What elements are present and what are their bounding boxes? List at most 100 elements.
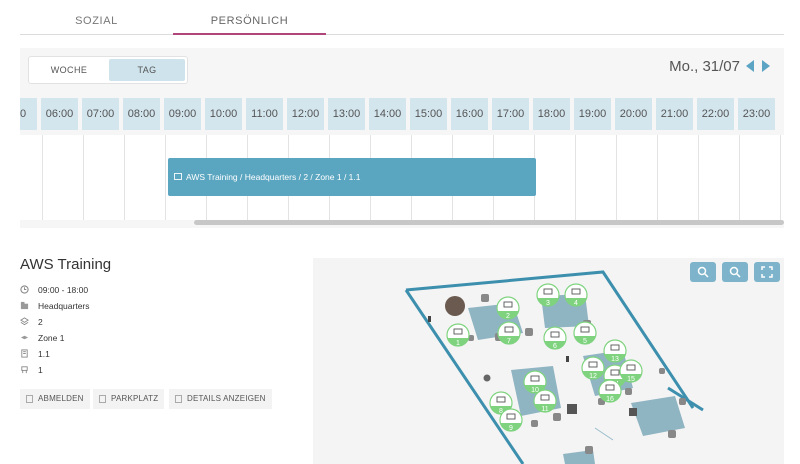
hour-label: 18:00 <box>533 98 570 130</box>
desk-seat[interactable]: 7 <box>497 321 521 345</box>
hour-gridline <box>83 135 84 220</box>
desk-value: 1.1 <box>38 349 50 359</box>
building-value: Headquarters <box>38 301 90 311</box>
laptop-icon <box>506 413 516 420</box>
desk-number: 2 <box>506 313 510 320</box>
desk-seat[interactable]: 4 <box>564 283 588 307</box>
desk-number: 16 <box>606 396 614 403</box>
hour-label: 13:00 <box>328 98 365 130</box>
laptop-icon <box>503 301 513 308</box>
tab-sozial[interactable]: SOZIAL <box>75 15 118 27</box>
floor-plan: 12345678910111213141516 <box>404 270 704 464</box>
day-view-button[interactable]: TAG <box>109 59 185 81</box>
desk-seat[interactable]: 12 <box>581 356 605 380</box>
trash-icon <box>26 395 33 403</box>
desk-number: 13 <box>611 356 619 363</box>
timeline-scrollbar[interactable] <box>194 220 784 225</box>
hour-gridline <box>698 135 699 220</box>
cancel-booking-button[interactable]: ABMELDEN <box>20 389 90 409</box>
desk-number: 15 <box>627 376 635 383</box>
next-day-arrow-icon[interactable] <box>762 60 770 72</box>
parking-label: PARKPLATZ <box>111 394 159 403</box>
laptop-icon <box>610 369 620 376</box>
hour-gridline <box>165 135 166 220</box>
week-view-button[interactable]: WOCHE <box>50 65 88 75</box>
hour-label: 07:00 <box>82 98 119 130</box>
hour-gridline <box>616 135 617 220</box>
zoom-in-icon <box>697 266 709 278</box>
desk-number: 12 <box>589 373 597 380</box>
floor-map[interactable]: 12345678910111213141516 <box>313 258 784 464</box>
time-value: 09:00 - 18:00 <box>38 285 89 295</box>
desk-seat[interactable]: 2 <box>496 296 520 320</box>
desk-seat[interactable]: 5 <box>573 321 597 345</box>
hour-gridline <box>575 135 576 220</box>
desk-seat[interactable]: 15 <box>619 359 643 383</box>
hour-gridline <box>124 135 125 220</box>
desk-seats: 12345678910111213141516 <box>446 283 643 432</box>
zone-icon <box>20 335 29 340</box>
desk-number: 9 <box>509 425 513 432</box>
fullscreen-button[interactable] <box>754 262 780 282</box>
zoom-in-button[interactable] <box>690 262 716 282</box>
hour-label: 17:00 <box>492 98 529 130</box>
desk-number: 11 <box>541 406 548 413</box>
hour-label: 09:00 <box>164 98 201 130</box>
desk-number: 1 <box>456 340 460 347</box>
parking-button[interactable]: PARKPLATZ <box>93 389 165 409</box>
desk-seat[interactable]: 16 <box>598 379 622 403</box>
desk-seat[interactable]: 6 <box>543 326 567 350</box>
desk-seat[interactable]: 1 <box>446 323 470 347</box>
show-details-button[interactable]: DETAILS ANZEIGEN <box>169 389 272 409</box>
laptop-icon <box>626 364 636 371</box>
hour-gridline <box>739 135 740 220</box>
expand-icon <box>761 266 773 278</box>
desk-tables <box>468 294 685 464</box>
booking-timeline: WOCHE TAG Mo., 31/07 :0006:0007:0008:000… <box>20 48 784 228</box>
layers-icon <box>20 317 29 326</box>
laptop-icon <box>496 396 506 403</box>
laptop-icon <box>588 361 598 368</box>
desk-icon <box>21 349 28 358</box>
show-details-label: DETAILS ANZEIGEN <box>187 394 266 403</box>
hour-label: 14:00 <box>369 98 406 130</box>
desk-seat[interactable]: 9 <box>499 408 523 432</box>
zoom-out-button[interactable] <box>722 262 748 282</box>
hour-label: 19:00 <box>574 98 611 130</box>
desk-seat[interactable]: 11 <box>533 389 557 413</box>
laptop-icon <box>571 288 581 295</box>
desk-number: 7 <box>507 338 511 345</box>
hour-label: 11:00 <box>246 98 283 130</box>
laptop-icon <box>543 288 553 295</box>
hour-label: 08:00 <box>123 98 160 130</box>
desk-number: 5 <box>583 338 587 345</box>
desk-seat[interactable]: 13 <box>603 339 627 363</box>
tab-persoenlich[interactable]: PERSÖNLICH <box>173 0 326 35</box>
desk-number: 10 <box>531 387 539 394</box>
laptop-icon <box>540 394 550 401</box>
hour-label: 20:00 <box>615 98 652 130</box>
hour-header: :0006:0007:0008:0009:0010:0011:0012:0013… <box>20 98 784 130</box>
wheelchair-icon <box>504 326 514 333</box>
hour-label: 15:00 <box>410 98 447 130</box>
booking-bar[interactable]: AWS Training / Headquarters / 2 / Zone 1… <box>168 158 536 196</box>
calendar-icon <box>174 173 182 180</box>
hour-label: 16:00 <box>451 98 488 130</box>
hour-label: 21:00 <box>656 98 693 130</box>
previous-day-arrow-icon[interactable] <box>746 60 754 72</box>
desk-seat[interactable]: 10 <box>523 370 547 394</box>
seat-icon <box>21 366 28 374</box>
seat-value: 1 <box>38 365 43 375</box>
hour-label: 06:00 <box>41 98 78 130</box>
car-icon <box>99 395 106 403</box>
desk-number: 3 <box>546 300 550 307</box>
booking-title: AWS Training <box>20 256 112 273</box>
cancel-booking-label: ABMELDEN <box>38 394 84 403</box>
tab-bar: SOZIAL PERSÖNLICH <box>20 0 784 35</box>
desk-seat[interactable]: 3 <box>536 283 560 307</box>
laptop-icon <box>605 384 615 391</box>
zoom-out-icon <box>729 266 741 278</box>
desk-number: 4 <box>574 300 578 307</box>
building-icon <box>20 301 29 310</box>
laptop-icon <box>580 326 590 333</box>
